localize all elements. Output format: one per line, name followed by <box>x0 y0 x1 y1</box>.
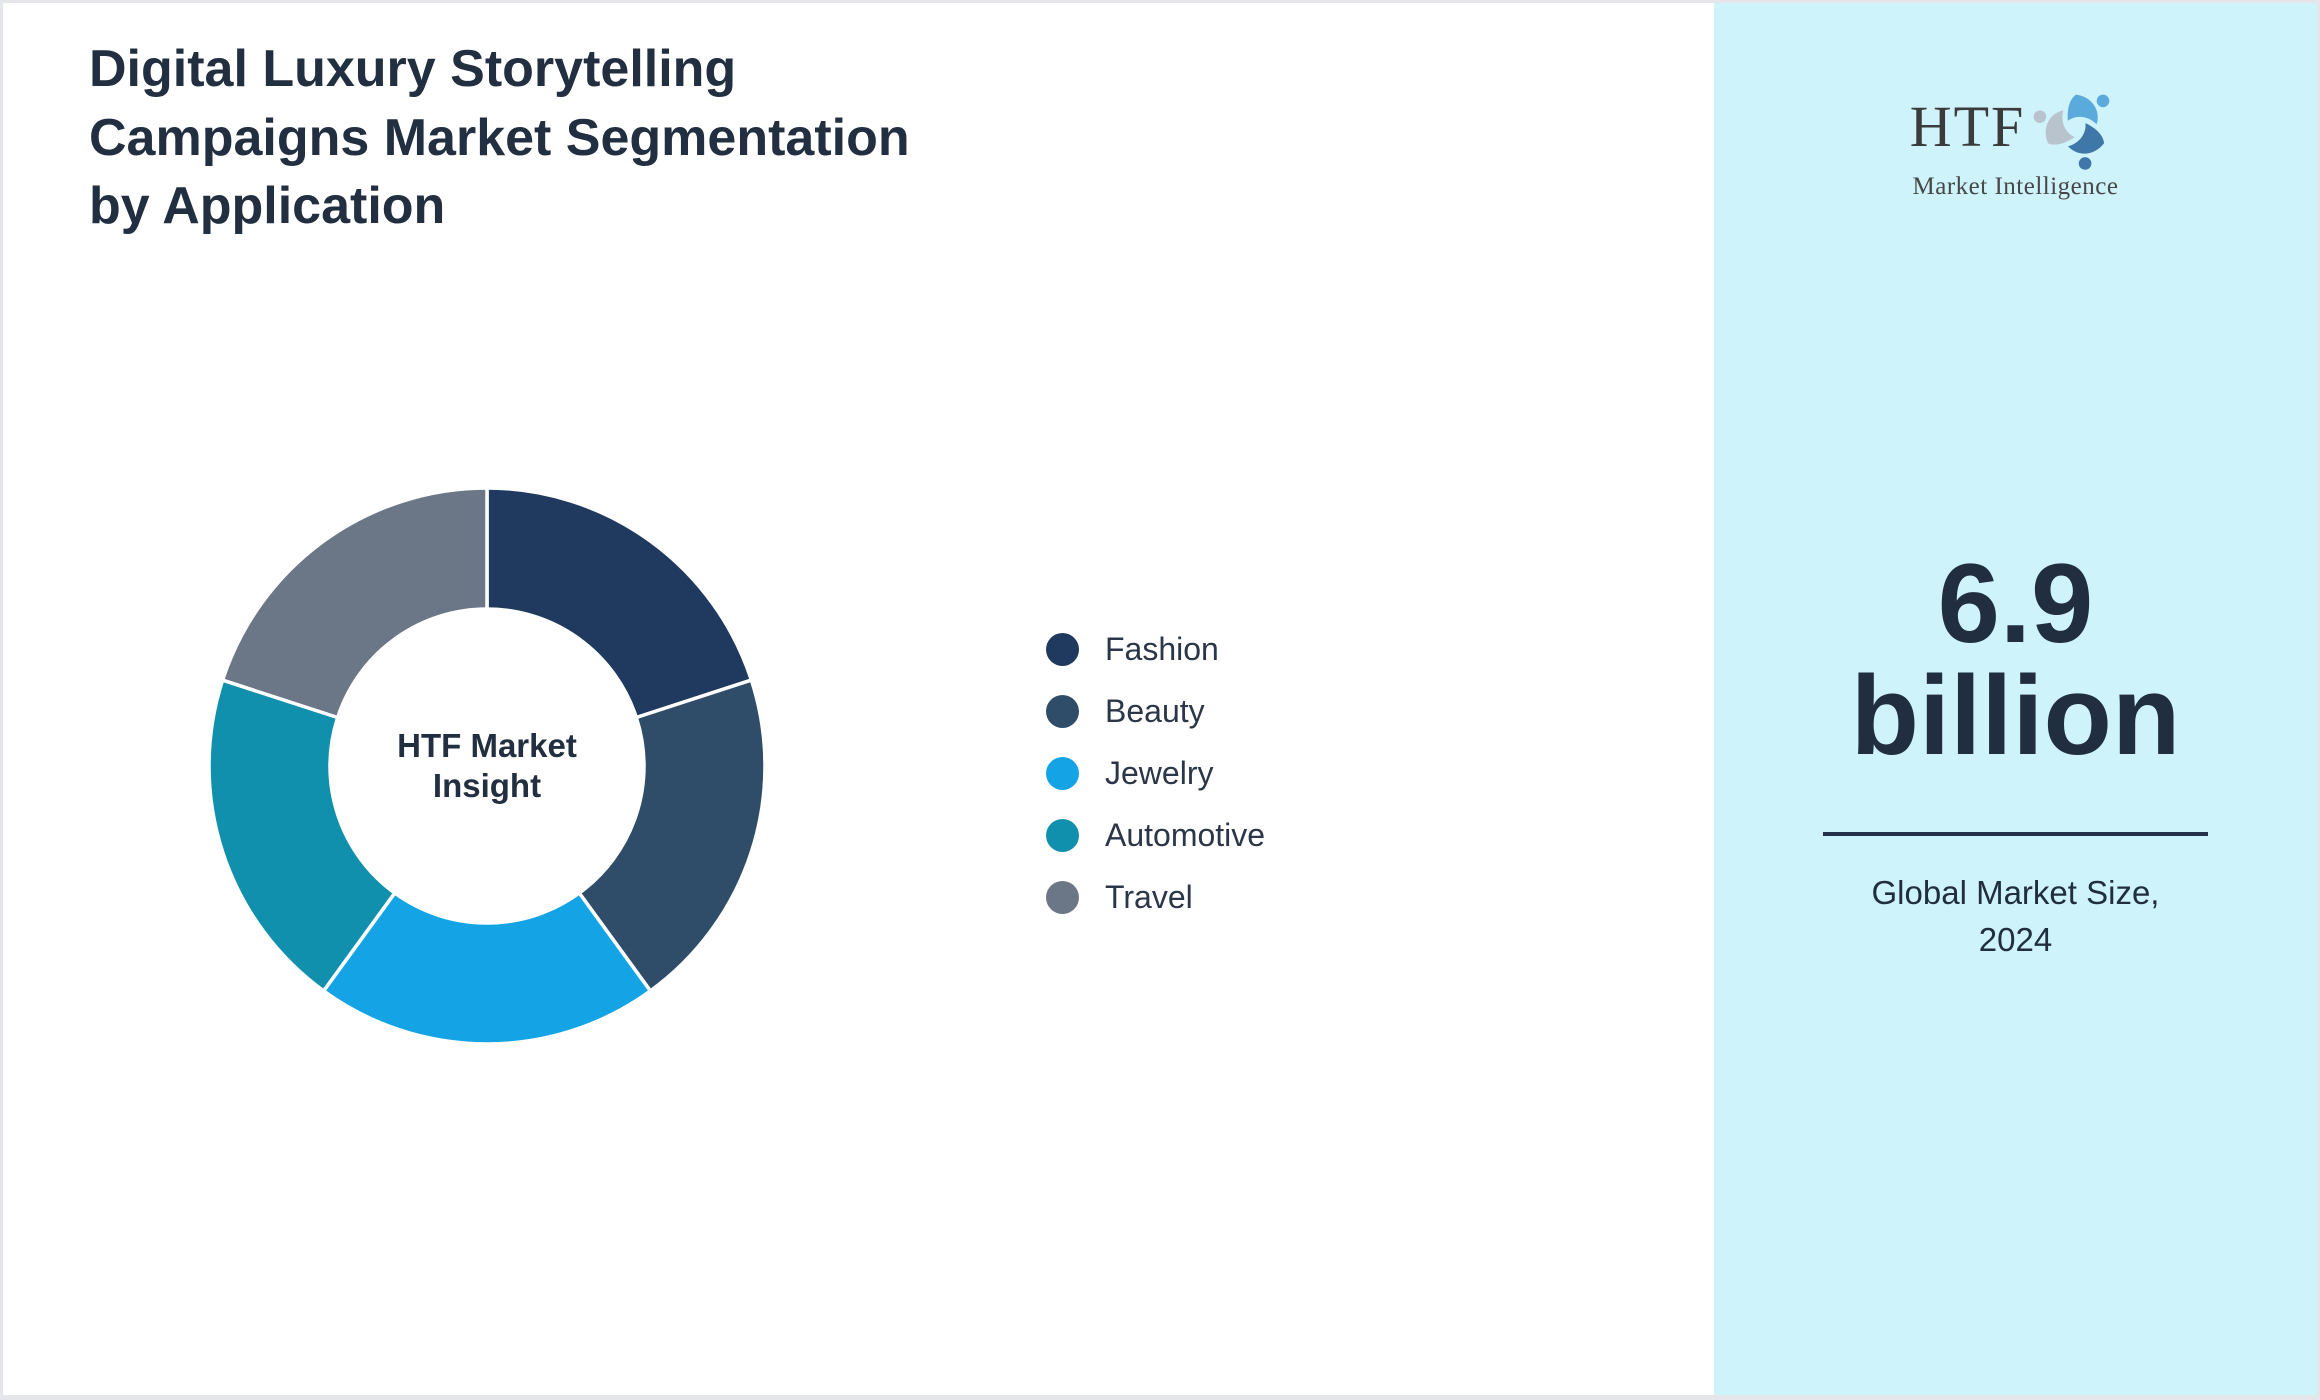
legend-item-travel: Travel <box>1046 879 1265 915</box>
donut-segment-travel <box>220 486 489 720</box>
logo-dot <box>2079 157 2092 170</box>
logo-subtext: Market Intelligence <box>1912 173 2119 200</box>
logo-text: HTF <box>1909 94 2026 159</box>
logo-swoosh <box>2045 110 2075 145</box>
market-size-stat: 6.9 billion Global Market Size, 2024 <box>1714 548 2317 964</box>
stat-caption: Global Market Size, 2024 <box>1871 874 2160 958</box>
donut-chart <box>187 466 787 1066</box>
legend-label: Beauty <box>1105 693 1205 729</box>
legend-label: Jewelry <box>1105 755 1214 791</box>
legend-swatch-automotive <box>1046 819 1079 852</box>
logo-swirl-icon <box>2033 94 2110 170</box>
legend-item-jewelry: Jewelry <box>1046 755 1265 791</box>
legend-swatch-fashion <box>1046 633 1079 666</box>
donut-segment-jewelry <box>321 890 653 1046</box>
donut-segment-automotive <box>207 677 398 994</box>
legend-label: Automotive <box>1105 817 1266 853</box>
legend-swatch-travel <box>1046 881 1079 914</box>
legend-label: Travel <box>1105 879 1193 915</box>
chart-legend: Fashion Beauty Jewelry Automotive Travel <box>1046 631 1266 943</box>
stat-value-line2: billion <box>1850 653 2181 778</box>
legend-item-automotive: Automotive <box>1046 817 1266 853</box>
logo-swoosh <box>2068 123 2105 154</box>
brand-logo: HTF Market Intelligence <box>1714 81 2317 201</box>
stat-value-line1: 6.9 <box>1937 541 2094 666</box>
legend-item-fashion: Fashion <box>1046 631 1265 667</box>
stat-divider <box>1823 832 2208 836</box>
page-title: Digital Luxury Storytelling Campaigns Ma… <box>89 40 910 236</box>
logo-swoosh <box>2068 94 2099 125</box>
donut-center-label: HTF Market Insight <box>397 727 577 805</box>
logo-dot <box>2096 94 2110 108</box>
sidebar-panel: HTF Market Intelligence 6.9 billion Glob… <box>1714 3 2317 1395</box>
donut-segment-beauty <box>576 677 767 994</box>
donut-chart-svg <box>207 486 767 1046</box>
logo-dot <box>2033 110 2047 123</box>
legend-swatch-jewelry <box>1046 757 1079 790</box>
legend-item-beauty: Beauty <box>1046 693 1265 729</box>
brand-logo-row: HTF <box>1714 81 2317 173</box>
legend-label: Fashion <box>1105 631 1219 667</box>
legend-swatch-beauty <box>1046 695 1079 728</box>
donut-segment-fashion <box>485 486 754 720</box>
